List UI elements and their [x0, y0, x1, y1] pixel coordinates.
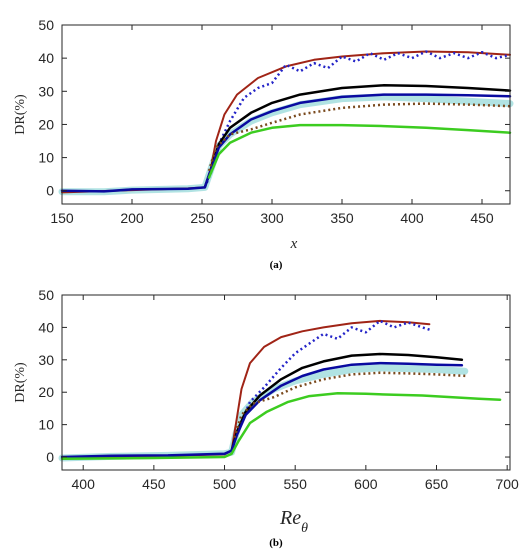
axes-box	[61, 24, 511, 205]
series-line-4	[60, 361, 464, 459]
x-tick-label: 600	[354, 476, 378, 492]
series-group	[58, 50, 514, 196]
x-tick-label: 500	[213, 476, 237, 492]
series-line-5	[207, 102, 511, 172]
x-tick-label: 550	[284, 476, 308, 492]
y-axis-label: DR(%)	[13, 94, 28, 135]
x-tick-label: 200	[120, 210, 144, 226]
x-tick-label: 350	[330, 210, 354, 226]
panel-a: 150 200 250 300 350 400 450 0 10 20 30 40 50 DR(%) x (a…	[13, 17, 514, 271]
y-tick-label: 20	[38, 384, 54, 400]
series-line-0	[58, 93, 514, 196]
y-tick-label: 50	[38, 287, 54, 303]
panel-b: 400 450 500 550 600 650 700 0 10 20 30 40 50 DR(%) Reθ…	[13, 287, 519, 549]
panel-caption: (a)	[270, 259, 283, 271]
y-tick-label: 10	[38, 150, 54, 166]
y-tick-label: 20	[38, 116, 54, 132]
y-axis-label: DR(%)	[13, 362, 28, 403]
series-line-6	[60, 391, 502, 460]
y-tick-label: 30	[38, 83, 54, 99]
y-tick-label: 10	[38, 417, 54, 433]
x-tick-label: 450	[470, 210, 494, 226]
series-line-2	[203, 50, 511, 188]
x-tick-label: 250	[190, 210, 214, 226]
y-tick-label: 30	[38, 352, 54, 368]
series-line-3	[230, 352, 464, 452]
panel-caption: (b)	[269, 537, 283, 549]
x-tick-label: 400	[72, 476, 96, 492]
x-tick-label: 650	[425, 476, 449, 492]
x-tick-label: 150	[50, 210, 74, 226]
series-line-1	[61, 50, 511, 194]
series-line-4	[60, 93, 512, 193]
y-tick-label: 0	[46, 183, 54, 199]
x-tick-label: 400	[400, 210, 424, 226]
y-tick-label: 50	[38, 17, 54, 33]
x-tick-label: 300	[260, 210, 284, 226]
series-line-5	[233, 371, 468, 438]
y-tick-label: 0	[46, 449, 54, 465]
y-tick-label: 40	[38, 319, 54, 335]
x-tick-label: 450	[142, 476, 166, 492]
axes-box	[61, 294, 511, 471]
series-line-1	[61, 319, 431, 460]
x-tick-label: 700	[495, 476, 519, 492]
x-axis-label: Reθ	[279, 507, 308, 536]
y-tick-label: 40	[38, 50, 54, 66]
x-axis-label: x	[290, 236, 298, 252]
series-line-2	[230, 319, 433, 451]
series-group	[58, 319, 502, 462]
series-line-6	[207, 123, 512, 179]
